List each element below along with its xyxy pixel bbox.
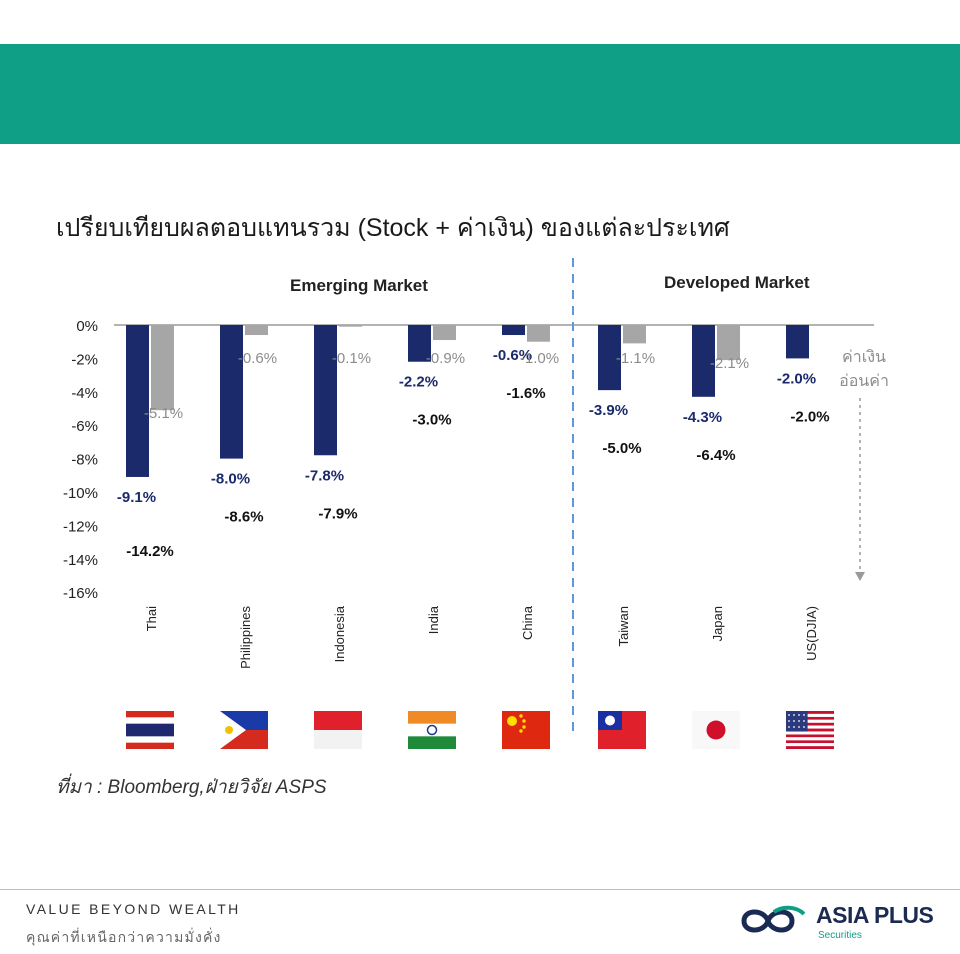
header-band [0,44,960,144]
total-value-label: -5.0% [602,440,641,457]
thailand-flag-icon [126,711,174,749]
currency-bar [527,325,550,342]
total-value-label: -2.0% [790,408,829,425]
currency-bar [623,325,646,344]
category-label: Japan [710,606,725,641]
y-tick-label: 0% [76,318,98,335]
usa-flag-icon [786,711,834,749]
currency-value-label: -0.9% [426,350,465,367]
total-value-label: -8.6% [224,509,263,526]
china-flag-icon [502,711,550,749]
y-tick-label: -6% [71,418,98,435]
stock-bar [786,325,809,359]
y-tick-label: -16% [63,585,98,602]
developed-market-label: Developed Market [664,273,810,292]
category-label: India [426,605,441,634]
currency-bar [717,325,740,361]
stock-value-label: -7.8% [305,467,344,484]
stock-bar [692,325,715,397]
down-arrow-icon [855,572,865,581]
stock-bar [408,325,431,362]
returns-bar-chart: 0% -2% -4% -6% -8% -10% -12% -14% -16% -9.1% -5.1%… [63,258,889,749]
logo-name: ASIA PLUS [816,902,934,928]
currency-value-label: -1.1% [616,350,655,367]
category-label: Philippines [238,606,253,669]
currency-bar [151,325,174,411]
currency-value-label: -0.6% [238,350,277,367]
stock-bar [220,325,243,459]
philippines-flag-icon [220,711,268,749]
asia-plus-logo: ASIA PLUS Securities [724,898,944,946]
currency-note-line2: อ่อนค่า [839,371,889,390]
total-value-label: -3.0% [412,412,451,429]
y-tick-label: -10% [63,485,98,502]
stock-value-label: -2.0% [777,370,816,387]
currency-note-line1: ค่าเงิน [842,347,886,366]
stock-value-label: -9.1% [117,489,156,506]
y-tick-label: -2% [71,351,98,368]
stock-value-label: -8.0% [211,471,250,488]
y-tick-label: -4% [71,385,98,402]
currency-value-label: -5.1% [144,405,183,422]
slogan-english: VALUE BEYOND WEALTH [26,901,241,917]
category-label: Indonesia [332,605,347,662]
currency-value-label: -2.1% [710,355,749,372]
source-note: ที่มา : Bloomberg,ฝ่ายวิจัย ASPS [56,777,327,798]
stock-bar [598,325,621,391]
logo-subtitle: Securities [818,930,862,941]
indonesia-flag-icon [314,711,362,749]
stock-value-label: -0.6% [493,347,532,364]
currency-value-label: -0.1% [332,350,371,367]
stock-bar [314,325,337,456]
japan-flag-icon [692,711,740,749]
stock-value-label: -2.2% [399,374,438,391]
currency-bar [339,325,362,327]
currency-bar [245,325,268,336]
footer-divider [0,889,960,890]
y-tick-label: -8% [71,452,98,469]
chart-title: เปรียบเทียบผลตอบแทนรวม (Stock + ค่าเงิน)… [56,214,730,242]
total-value-label: -1.6% [506,385,545,402]
stock-value-label: -4.3% [683,409,722,426]
emerging-market-label: Emerging Market [290,276,428,295]
taiwan-flag-icon [598,711,646,749]
stock-bar [126,325,149,477]
infinity-logo-icon [741,905,806,933]
total-value-label: -6.4% [696,447,735,464]
category-label: China [520,605,535,640]
category-label: Thai [144,606,159,631]
india-flag-icon [408,711,456,749]
total-value-label: -14.2% [126,543,174,560]
y-tick-label: -12% [63,518,98,535]
stock-bar [502,325,525,336]
currency-bar [433,325,456,341]
category-label: Taiwan [616,606,631,646]
stock-value-label: -3.9% [589,402,628,419]
total-value-label: -7.9% [318,505,357,522]
y-tick-label: -14% [63,552,98,569]
currency-value-label: -1.0% [520,350,559,367]
slogan-thai: คุณค่าที่เหนือกว่าความมั่งคั่ง [26,929,222,945]
category-label: US(DJIA) [804,606,819,661]
